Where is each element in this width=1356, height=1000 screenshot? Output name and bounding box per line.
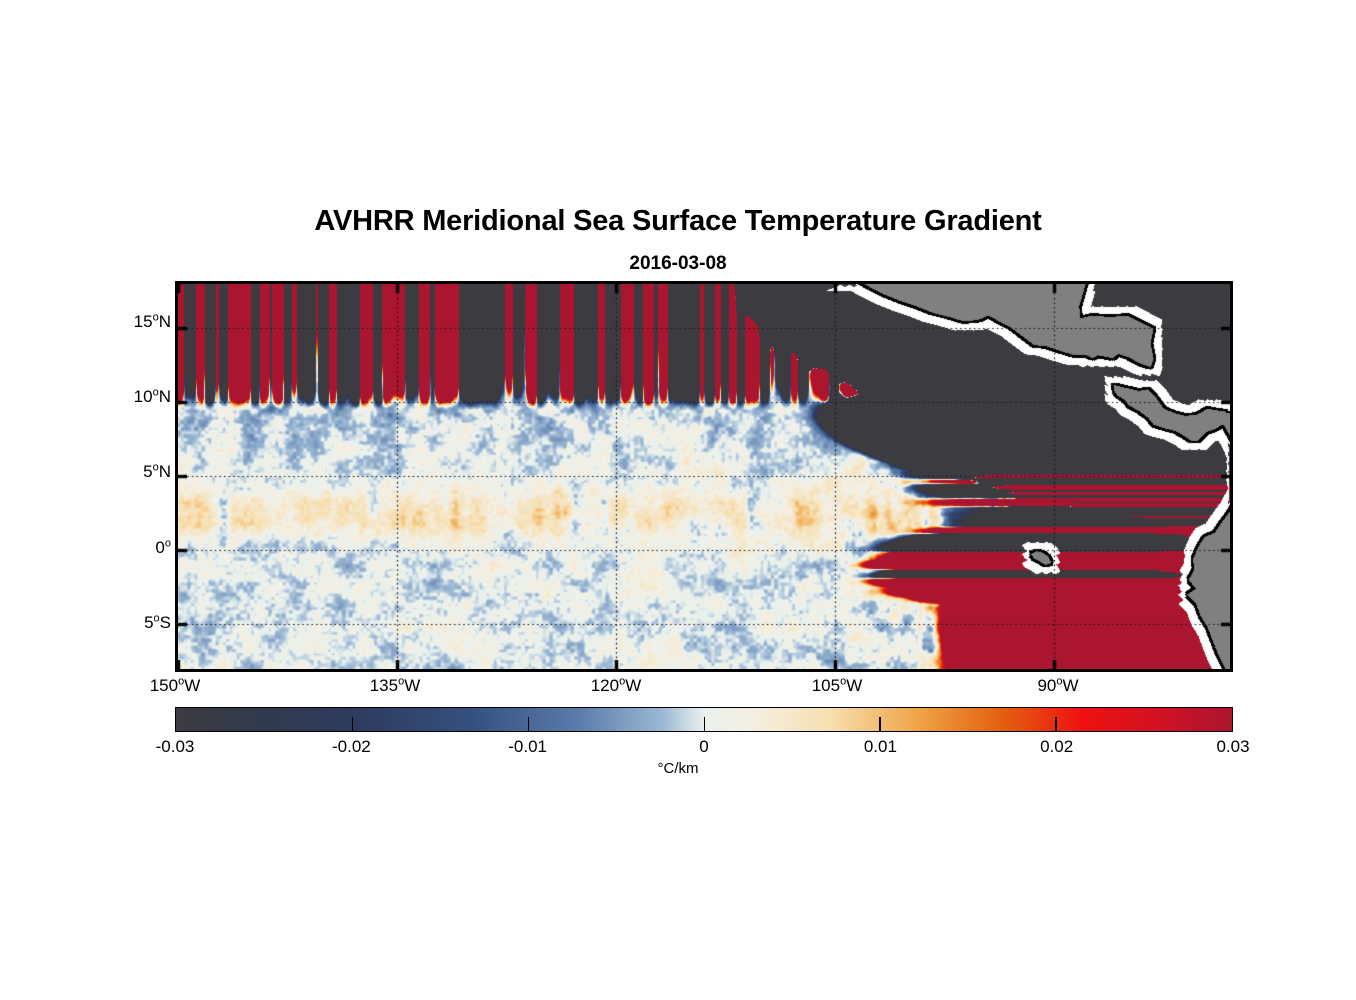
colorbar-tick-mark	[703, 717, 705, 731]
sst-gradient-heatmap	[178, 284, 1230, 669]
map-plot-area	[175, 281, 1233, 672]
colorbar-tick-label: -0.03	[155, 737, 195, 756]
colorbar-tick-label: 0.01	[863, 737, 897, 756]
colorbar-tick-label: 0.03	[1216, 737, 1250, 756]
x-tick-label: 105oW	[811, 675, 863, 695]
y-tick-label: 5oS	[144, 612, 171, 632]
y-tick-label: 0o	[155, 537, 171, 557]
colorbar-tick-mark	[351, 717, 354, 731]
x-tick-label: 135oW	[369, 675, 421, 695]
x-tick-label: 90oW	[1037, 675, 1079, 695]
x-tick-label: 150oW	[149, 675, 201, 695]
x-tick-label: 120oW	[590, 675, 642, 695]
colorbar-tick-label: -0.01	[508, 737, 547, 756]
colorbar-tick-label: 0	[699, 737, 709, 756]
y-tick-label: 5oN	[143, 461, 171, 481]
colorbar	[175, 707, 1233, 732]
y-tick-label: 15oN	[133, 311, 171, 331]
colorbar-tick-label: 0.02	[1040, 737, 1074, 756]
colorbar-unit-label: °C/km	[657, 760, 699, 777]
y-tick-label: 10oN	[133, 386, 171, 406]
figure-subtitle: 2016-03-08	[629, 253, 727, 274]
colorbar-tick-mark	[527, 717, 530, 731]
colorbar-tick-label: -0.02	[331, 737, 371, 756]
colorbar-tick-mark	[1055, 717, 1057, 731]
figure-title: AVHRR Meridional Sea Surface Temperature…	[314, 205, 1042, 237]
colorbar-tick-mark	[879, 717, 881, 731]
